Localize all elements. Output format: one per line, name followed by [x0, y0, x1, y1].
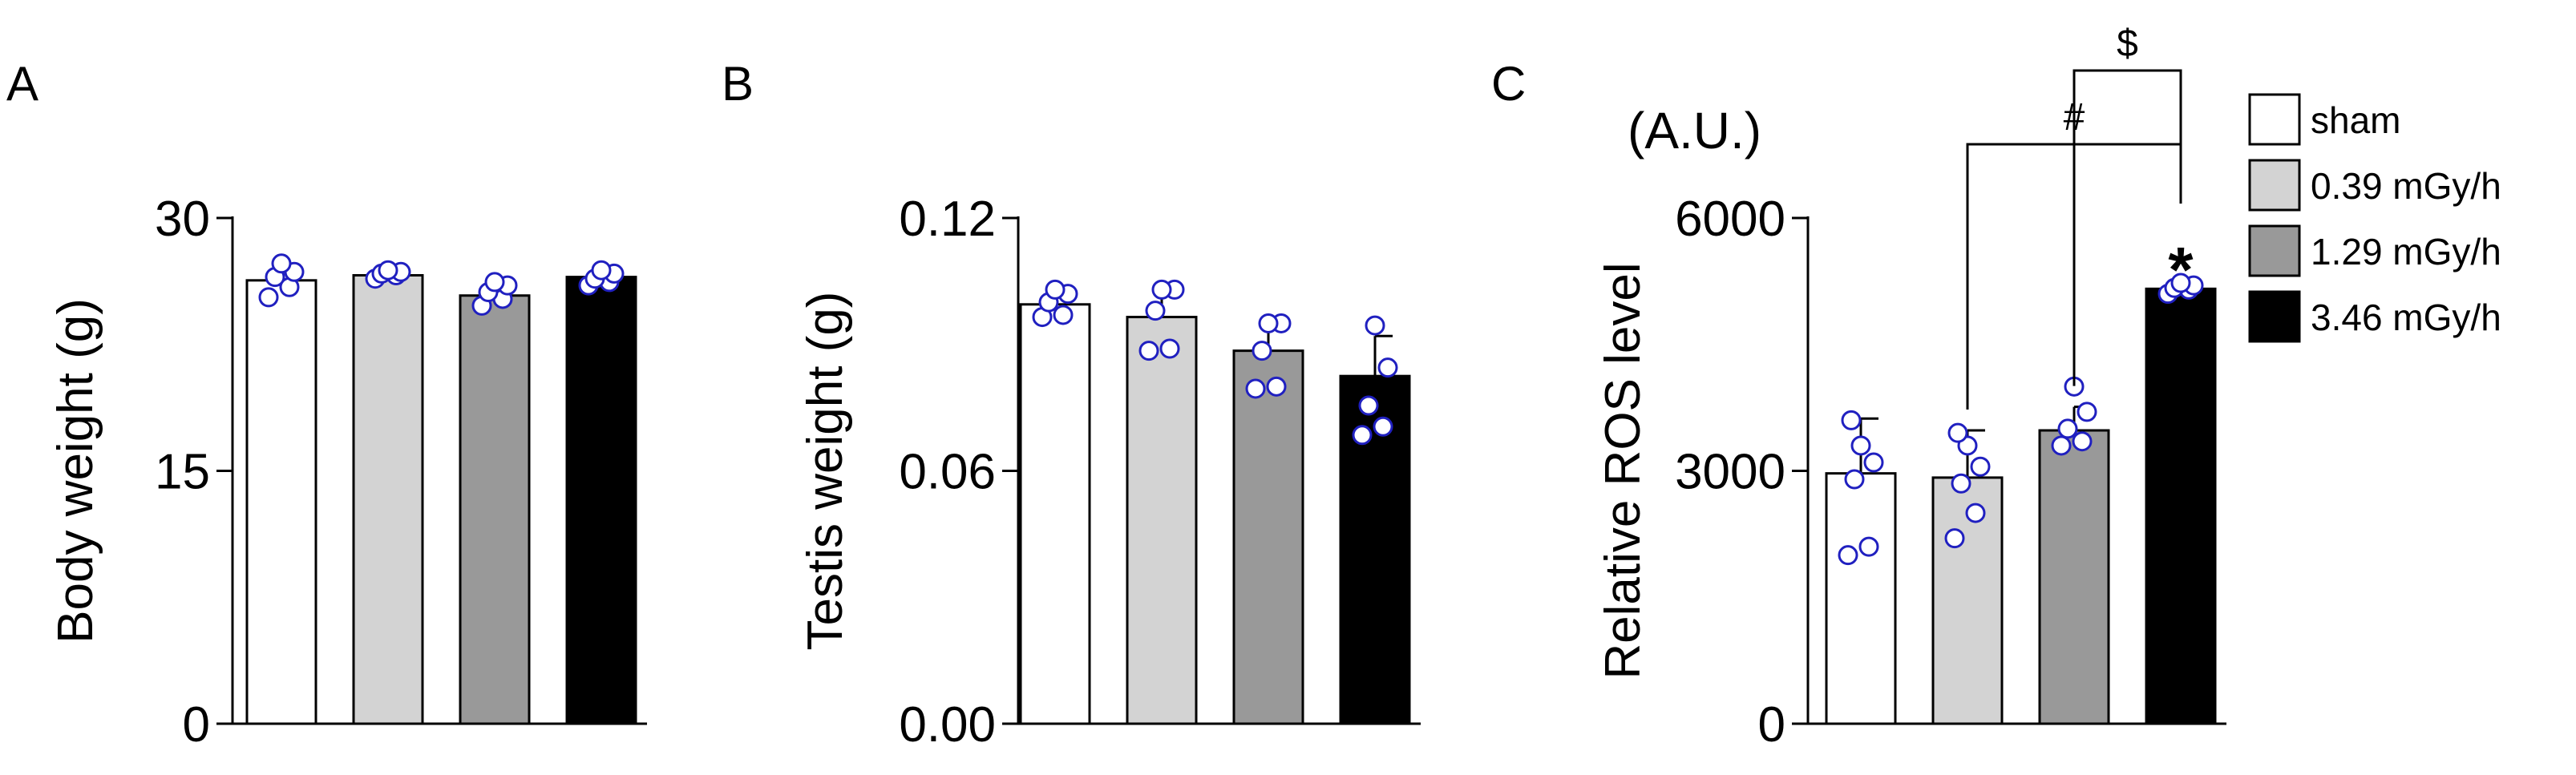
y-tick-label: 3000 — [1675, 445, 1785, 500]
panel-label-a: A — [6, 57, 38, 111]
legend-label-sham: sham — [2311, 99, 2400, 141]
panel-label-c: C — [1491, 57, 1526, 111]
bar-0-39-mgy-h — [1126, 316, 1198, 725]
data-point-3-46-mgy-h — [1352, 425, 1373, 446]
chart-testis-weight: 0.00 0.06 0.12 Testis weight (g) — [798, 192, 1421, 753]
legend: sham 0.39 mGy/h 1.29 mGy/h 3.46 mGy/h — [2248, 93, 2501, 343]
data-point-0-39-mgy-h — [1145, 301, 1166, 321]
bar-sham — [1019, 303, 1091, 725]
data-point-1-29-mgy-h — [484, 272, 505, 293]
panel-a: A 0 15 30 Body weight (g) — [6, 57, 647, 753]
data-point-0-39-mgy-h — [1947, 422, 1968, 443]
significance-star: * — [2168, 234, 2194, 305]
data-point-sham — [1841, 410, 1862, 430]
y-tick-label: 0 — [1758, 697, 1785, 753]
y-tick-label: 15 — [155, 445, 210, 500]
y-axis-label: Relative ROS level — [1595, 262, 1651, 679]
data-point-1-29-mgy-h — [2072, 431, 2093, 452]
legend-swatch-sham — [2248, 93, 2301, 146]
bar-0-39-mgy-h — [352, 274, 424, 725]
panel-c: C (A.U.) 0 3000 6000 Relative ROS level * $ # — [1491, 22, 2226, 753]
chart-body-weight: 0 15 30 Body weight (g) — [48, 192, 647, 753]
y-axis-label: Body weight (g) — [48, 298, 103, 644]
significance-symbol: $ — [2117, 22, 2138, 65]
legend-label-0-39: 0.39 mGy/h — [2311, 165, 2501, 207]
data-point-0-39-mgy-h — [1159, 338, 1180, 359]
legend-swatch-1-29 — [2248, 224, 2301, 277]
data-point-3-46-mgy-h — [1358, 395, 1379, 416]
y-tick-label: 0.12 — [899, 192, 996, 247]
y-tick-label: 30 — [155, 192, 210, 247]
data-point-3-46-mgy-h — [591, 260, 612, 281]
data-point-0-39-mgy-h — [1151, 279, 1172, 300]
bar-1-29-mgy-h — [459, 294, 531, 725]
data-point-3-46-mgy-h — [1377, 357, 1398, 378]
data-point-sham — [1838, 545, 1858, 566]
data-point-sham — [1844, 469, 1865, 490]
bar-sham — [1825, 472, 1897, 725]
significance-bracket — [1966, 143, 2182, 410]
data-point-1-29-mgy-h — [2057, 418, 2078, 439]
data-point-3-46-mgy-h — [2170, 272, 2191, 293]
legend-label-1-29: 1.29 mGy/h — [2311, 231, 2501, 272]
y-unit-label: (A.U.) — [1628, 102, 1761, 159]
chart-relative-ros: 0 3000 6000 Relative ROS level * $ # — [1595, 22, 2226, 753]
bar-1-29-mgy-h — [2038, 429, 2110, 725]
data-point-sham — [1863, 452, 1884, 473]
y-axis-label: Testis weight (g) — [798, 292, 853, 651]
data-point-0-39-mgy-h — [1965, 503, 1986, 523]
y-tick-label: 0.06 — [899, 445, 996, 500]
y-tick-label: 6000 — [1675, 192, 1785, 247]
data-point-3-46-mgy-h — [1373, 416, 1393, 437]
data-point-1-29-mgy-h — [1245, 378, 1266, 399]
bar-sham — [245, 279, 317, 725]
data-point-0-39-mgy-h — [378, 260, 398, 281]
data-point-1-29-mgy-h — [2077, 402, 2097, 422]
bar-1-29-mgy-h — [1232, 349, 1304, 725]
legend-swatch-3-46 — [2248, 290, 2301, 343]
bar-3-46-mgy-h — [2145, 287, 2217, 725]
panel-label-b: B — [722, 57, 754, 111]
data-point-sham — [1850, 435, 1871, 456]
data-point-1-29-mgy-h — [1258, 313, 1279, 333]
data-point-1-29-mgy-h — [2051, 435, 2072, 456]
data-point-sham — [1045, 279, 1066, 300]
data-point-1-29-mgy-h — [1252, 341, 1272, 361]
data-point-sham — [1858, 536, 1879, 557]
legend-label-3-46: 3.46 mGy/h — [2311, 297, 2501, 338]
panel-b: B 0.00 0.06 0.12 Testis weight (g) — [722, 57, 1421, 753]
data-point-0-39-mgy-h — [1951, 473, 1971, 494]
y-tick-label: 0.00 — [899, 697, 996, 753]
data-point-3-46-mgy-h — [1365, 315, 1385, 336]
data-point-0-39-mgy-h — [1138, 341, 1159, 361]
y-tick-label: 0 — [183, 697, 210, 753]
legend-swatch-0-39 — [2248, 159, 2301, 212]
data-point-0-39-mgy-h — [1970, 456, 1991, 477]
data-point-sham — [258, 287, 279, 308]
bar-3-46-mgy-h — [1339, 374, 1411, 725]
data-point-1-29-mgy-h — [1266, 376, 1287, 397]
data-point-sham — [271, 253, 292, 274]
significance-bracket — [2073, 69, 2182, 386]
data-point-sham — [1053, 305, 1074, 325]
bar-3-46-mgy-h — [565, 276, 637, 725]
data-point-0-39-mgy-h — [1944, 528, 1965, 549]
significance-symbol: # — [2064, 96, 2085, 139]
